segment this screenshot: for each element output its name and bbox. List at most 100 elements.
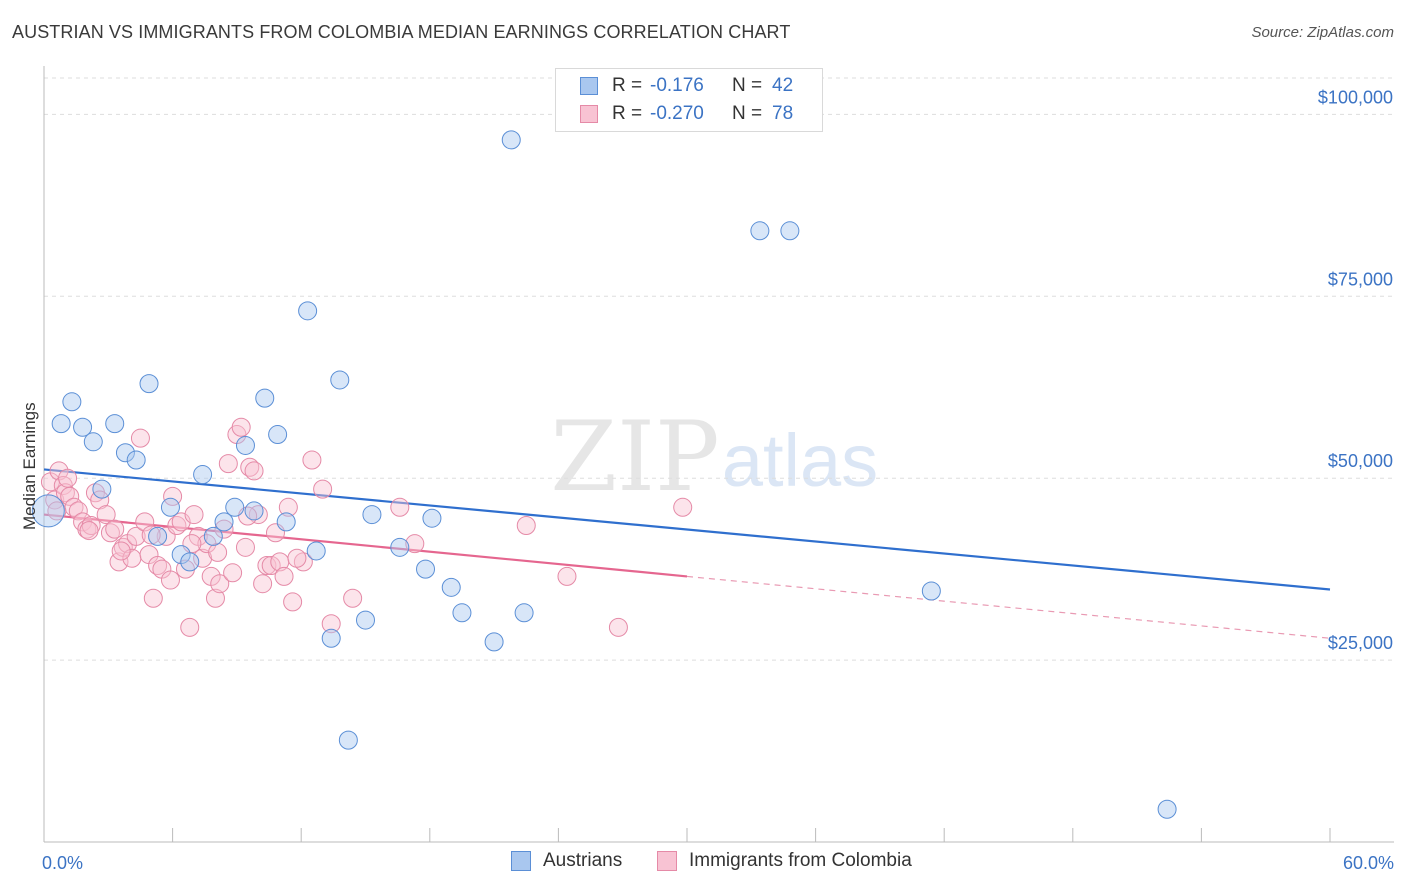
legend-r-value: -0.176 <box>650 75 704 96</box>
point-colombia <box>287 548 307 568</box>
point-austrians <box>105 414 125 434</box>
legend-row-austrians: R = -0.176 N = 42 <box>580 72 793 100</box>
trendlines <box>43 468 1331 639</box>
point-austrians <box>126 450 146 470</box>
point-colombia <box>184 505 204 525</box>
point-austrians <box>51 414 71 434</box>
point-austrians <box>356 610 375 630</box>
point-colombia <box>193 548 213 568</box>
point-austrians <box>390 537 410 557</box>
point-austrians <box>255 388 275 408</box>
point-colombia <box>68 501 88 521</box>
y-tick-label: $25,000 <box>1328 633 1393 653</box>
point-colombia <box>223 563 243 583</box>
point-colombia <box>141 525 161 545</box>
y-tick-label: $75,000 <box>1328 269 1393 289</box>
gridlines <box>44 77 1394 661</box>
point-colombia <box>516 515 536 535</box>
point-austrians <box>780 221 800 241</box>
point-austrians <box>750 221 770 241</box>
point-austrians <box>501 130 521 150</box>
point-colombia <box>608 617 628 637</box>
point-colombia <box>126 526 146 546</box>
point-colombia <box>557 566 577 586</box>
legend-n-value: 78 <box>772 103 794 124</box>
point-colombia <box>111 541 131 561</box>
point-austrians <box>139 374 159 394</box>
point-austrians <box>441 577 461 597</box>
point-austrians <box>115 443 135 463</box>
point-austrians <box>148 526 168 546</box>
point-colombia <box>214 519 234 539</box>
point-colombia <box>313 479 333 499</box>
point-austrians <box>514 603 534 623</box>
legend-r-label: R = <box>612 75 643 96</box>
legend-swatch-austrians <box>580 77 598 95</box>
point-austrians <box>62 392 82 412</box>
point-austrians <box>225 497 245 517</box>
point-austrians <box>235 435 255 455</box>
legend-label-austrians: Austrians <box>543 850 623 871</box>
point-colombia <box>673 497 693 517</box>
point-austrians <box>416 559 436 579</box>
x-tick-label-max: 60.0% <box>1343 853 1394 873</box>
axes <box>43 66 1394 843</box>
point-colombia <box>321 614 341 634</box>
chart-title: AUSTRIAN VS IMMIGRANTS FROM COLOMBIA MED… <box>12 22 791 42</box>
point-austrians <box>921 581 941 601</box>
point-austrians <box>422 508 442 528</box>
legend-swatch-colombia <box>580 105 598 123</box>
trendline-austrians <box>43 468 1331 591</box>
point-austrians <box>160 497 180 517</box>
point-colombia <box>253 574 273 594</box>
data-points <box>31 130 1177 819</box>
point-colombia <box>218 454 238 474</box>
watermark-zip: ZIP <box>550 401 719 513</box>
correlation-legend: R = -0.176 N = 42 R = -0.270 N = 78 <box>555 68 823 132</box>
point-colombia <box>274 566 294 586</box>
point-colombia <box>105 519 125 539</box>
point-austrians <box>92 479 112 499</box>
point-austrians <box>214 512 234 532</box>
point-colombia <box>257 556 277 576</box>
axis-tick-labels: $25,000 $50,000 $75,000 $100,000 0.0% 60.0% <box>42 87 1394 873</box>
point-austrians <box>73 417 93 437</box>
x-tick-label-min: 0.0% <box>42 853 83 873</box>
point-austrians <box>306 541 326 561</box>
legend-item-colombia[interactable]: Immigrants from Colombia <box>657 850 912 872</box>
point-austrians <box>83 432 103 452</box>
point-colombia <box>244 461 264 481</box>
point-colombia <box>343 588 363 608</box>
point-colombia <box>235 537 255 557</box>
point-austrians <box>268 425 288 445</box>
point-colombia <box>96 505 116 525</box>
trendline-colombia <box>43 513 688 578</box>
point-colombia <box>231 417 251 437</box>
point-austrians <box>180 552 200 572</box>
point-colombia <box>143 588 163 608</box>
point-colombia <box>390 497 410 517</box>
legend-row-colombia: R = -0.270 N = 78 <box>580 100 793 128</box>
legend-n-value: 42 <box>772 75 794 96</box>
legend-swatch-colombia <box>657 851 677 871</box>
source-credit: Source: ZipAtlas.com <box>1251 24 1394 41</box>
point-colombia <box>205 588 225 608</box>
point-austrians <box>193 465 213 485</box>
legend-r-label: R = <box>612 103 643 124</box>
legend-n-label: N = <box>732 75 763 96</box>
point-colombia <box>208 542 228 562</box>
point-colombia <box>278 497 298 517</box>
point-austrians <box>484 632 504 652</box>
legend-item-austrians[interactable]: Austrians <box>511 850 622 872</box>
trendline-colombia-extrapolated <box>686 575 1331 639</box>
point-colombia <box>58 468 78 488</box>
point-colombia <box>405 534 425 554</box>
legend-label-colombia: Immigrants from Colombia <box>689 850 912 871</box>
point-austrians <box>321 628 341 648</box>
point-austrians <box>330 370 350 390</box>
y-tick-label: $100,000 <box>1318 87 1393 107</box>
legend-r-value: -0.270 <box>650 103 704 124</box>
series-legend: Austrians Immigrants from Colombia <box>0 850 1406 878</box>
legend-n-label: N = <box>732 103 763 124</box>
